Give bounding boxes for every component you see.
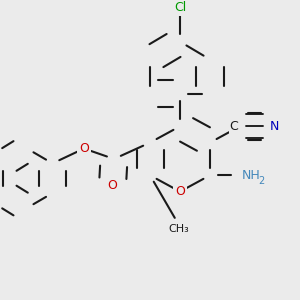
Text: CH₃: CH₃ — [168, 224, 189, 234]
Text: O: O — [175, 185, 185, 198]
Text: NH: NH — [242, 169, 260, 182]
Text: 2: 2 — [258, 176, 264, 186]
Text: N: N — [270, 120, 279, 133]
Text: O: O — [108, 179, 117, 192]
Text: C: C — [230, 120, 239, 133]
Text: Cl: Cl — [174, 1, 186, 14]
Text: O: O — [79, 142, 89, 155]
